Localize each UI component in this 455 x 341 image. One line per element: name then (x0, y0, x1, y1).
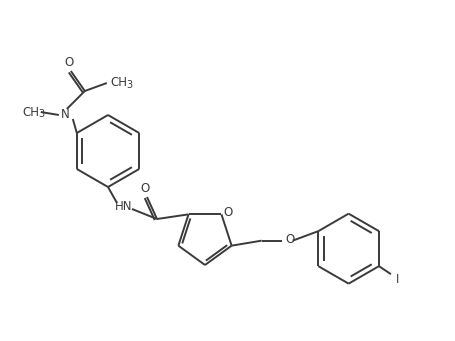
Text: O: O (64, 56, 73, 69)
Text: N: N (61, 108, 69, 121)
Text: O: O (223, 206, 233, 219)
Text: 3: 3 (38, 109, 44, 119)
Text: O: O (140, 181, 149, 194)
Text: 3: 3 (126, 80, 131, 90)
Text: O: O (284, 233, 293, 246)
Text: I: I (395, 273, 399, 286)
Text: HN: HN (115, 201, 132, 213)
Text: CH: CH (22, 105, 39, 119)
Text: CH: CH (110, 75, 127, 89)
